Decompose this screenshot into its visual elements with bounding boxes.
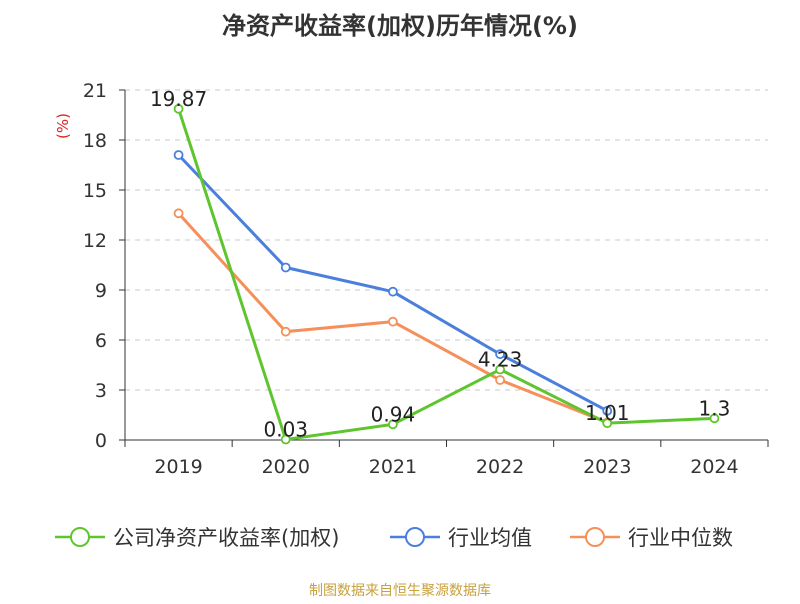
source-note: 制图数据来自恒生聚源数据库 xyxy=(309,583,491,599)
data-label: 0.03 xyxy=(263,418,308,442)
y-tick-label: 0 xyxy=(95,430,107,452)
y-tick-label: 12 xyxy=(83,230,107,252)
data-point xyxy=(495,375,505,385)
x-tick-label: 2020 xyxy=(262,456,310,478)
data-label: 19.87 xyxy=(150,87,207,111)
x-tick-label: 2022 xyxy=(476,456,524,478)
axis-layer: 0 3 6 9 12 15 18 21 2019 2020 2021 2022 2023 2024 xyxy=(83,80,769,478)
data-point xyxy=(280,326,291,337)
data-point xyxy=(388,286,398,297)
chart-title: 净资产收益率(加权)历年情况(%) xyxy=(222,12,578,40)
data-label: 1.01 xyxy=(585,401,630,425)
data-label: 4.23 xyxy=(478,348,523,372)
legend-label: 行业中位数 xyxy=(628,526,733,550)
legend-label: 行业均值 xyxy=(448,526,532,550)
y-tick-label: 15 xyxy=(83,180,107,202)
legend-marker xyxy=(70,527,90,547)
x-tick-label: 2019 xyxy=(154,456,202,478)
series-line xyxy=(177,108,715,441)
legend-item: 行业均值 xyxy=(390,526,532,550)
legend-label: 公司净资产收益率(加权) xyxy=(113,526,339,550)
legend-marker xyxy=(585,527,605,547)
data-point xyxy=(709,413,720,424)
series-layer xyxy=(173,103,720,445)
x-tick-label: 2024 xyxy=(690,456,738,478)
data-point xyxy=(495,364,505,375)
legend-item: 公司净资产收益率(加权) xyxy=(55,526,339,550)
legend: 公司净资产收益率(加权) 行业均值 行业中位数 xyxy=(55,526,733,550)
legend-marker xyxy=(405,527,425,547)
data-point xyxy=(495,349,505,360)
data-label: 1.3 xyxy=(699,396,731,420)
y-tick-label: 18 xyxy=(83,130,107,152)
data-point xyxy=(280,434,291,445)
x-tick-label: 2023 xyxy=(583,456,631,478)
data-point xyxy=(388,316,398,327)
grid-layer xyxy=(125,89,768,391)
y-tick-label: 9 xyxy=(95,280,107,302)
y-axis-label: (%) xyxy=(54,113,72,139)
data-point xyxy=(388,419,398,430)
data-point xyxy=(173,208,184,219)
data-point xyxy=(602,405,613,416)
data-point xyxy=(173,150,184,160)
data-point xyxy=(173,103,184,114)
data-label-layer: 19.87 0.03 0.94 4.23 1.01 1.3 xyxy=(150,87,730,442)
x-tick-label: 2021 xyxy=(369,456,417,478)
data-point xyxy=(602,418,613,429)
legend-item: 行业中位数 xyxy=(570,526,733,550)
y-tick-label: 3 xyxy=(95,380,107,402)
data-point xyxy=(280,262,291,273)
y-tick-label: 21 xyxy=(83,80,107,102)
y-tick-label: 6 xyxy=(95,330,107,352)
data-label: 0.94 xyxy=(371,402,416,426)
